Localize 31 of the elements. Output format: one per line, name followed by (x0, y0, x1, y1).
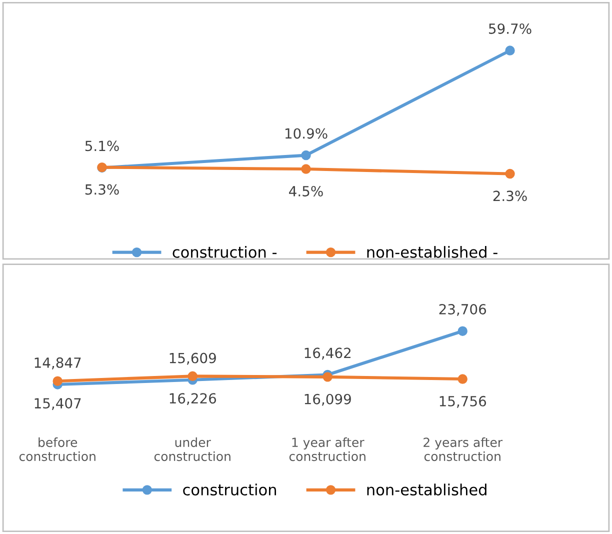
data-label: 59.7% (489, 23, 532, 34)
data-label: 16,099 (304, 394, 351, 406)
data-label: 15,407 (34, 398, 81, 410)
legend-label: non-established - (367, 246, 498, 258)
point (505, 46, 515, 56)
data-label: 15,756 (440, 396, 486, 408)
data-label: 16,226 (170, 393, 216, 405)
data-label: 15,609 (170, 352, 216, 365)
point (188, 371, 198, 382)
data-label: 23,706 (439, 304, 486, 316)
data-label: 10.9% (285, 128, 328, 139)
data-label: 2.3% (493, 190, 527, 202)
point (505, 168, 515, 179)
data-label: 14,847 (34, 357, 81, 370)
legend-label: construction - (172, 246, 277, 258)
point (322, 372, 332, 382)
data-label: 5.1% (85, 140, 119, 152)
x-tick-label: 2 years after construction (424, 437, 503, 462)
point (458, 374, 468, 384)
x-tick-label: 1 year after construction (289, 437, 366, 462)
data-label: 5.3% (85, 184, 119, 195)
point (301, 150, 311, 160)
point (52, 376, 62, 386)
x-tick-label: before construction (19, 437, 96, 462)
data-label: 4.5% (289, 186, 323, 196)
point (301, 164, 311, 174)
point (458, 326, 468, 336)
legend-label: construction (183, 484, 276, 496)
x-tick-label: under construction (154, 437, 230, 462)
data-label: 16,462 (304, 348, 351, 360)
legend-label: non-established (367, 484, 486, 496)
